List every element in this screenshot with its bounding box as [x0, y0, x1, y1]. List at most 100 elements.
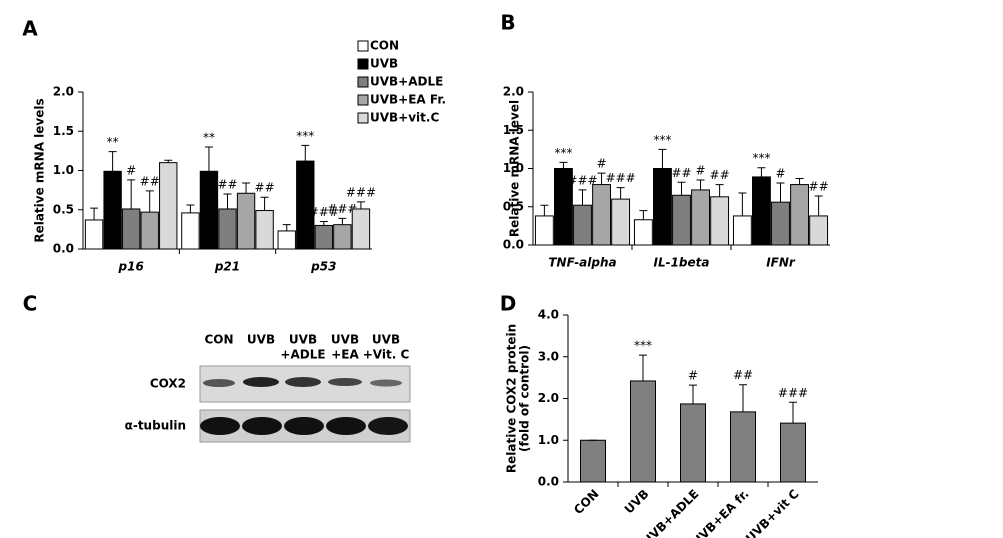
- annotation: **: [107, 135, 119, 149]
- panel-label: B: [500, 11, 515, 35]
- error-bar: [559, 161, 568, 169]
- error-bar: [145, 190, 154, 213]
- error-bar: [597, 172, 606, 185]
- bar: [573, 204, 592, 246]
- y-tick-label: 1.5: [503, 123, 524, 137]
- band: [284, 417, 324, 435]
- bar: [752, 176, 771, 246]
- bar: [633, 219, 653, 246]
- annotation: ###: [778, 386, 808, 400]
- annotation: ***: [752, 151, 770, 165]
- legend-label: UVB+ADLE: [370, 75, 443, 89]
- lane-label: +Vit. C: [363, 348, 410, 362]
- row-label: α-tubulin: [125, 419, 186, 433]
- annotation: ##: [809, 180, 829, 194]
- error-bar: [739, 384, 747, 412]
- x-tick-label: IL-1beta: [653, 256, 709, 270]
- legend-swatch: [357, 76, 369, 88]
- annotation: ###: [327, 202, 357, 216]
- y-tick-label: 0.0: [503, 238, 524, 252]
- y-tick-label: 0.5: [503, 199, 524, 213]
- y-tick-label: 0.0: [538, 475, 559, 489]
- bar: [809, 215, 829, 246]
- y-axis-label: (fold of control): [518, 345, 532, 452]
- error-bar: [242, 182, 251, 194]
- bar: [333, 224, 352, 250]
- lane-label: +ADLE: [280, 348, 325, 362]
- annotation: #: [696, 163, 706, 177]
- x-tick-label: UVB: [622, 487, 652, 517]
- bar: [181, 212, 200, 250]
- error-bar: [127, 179, 136, 209]
- legend-label: UVB+vit.C: [370, 111, 439, 125]
- error-bar: [223, 193, 232, 209]
- band: [285, 377, 321, 387]
- error-bar: [260, 196, 269, 211]
- legend-label: UVB: [370, 57, 398, 71]
- bar: [732, 215, 752, 246]
- annotation: ***: [296, 129, 314, 143]
- error-bar: [639, 210, 648, 220]
- annotation: ###: [309, 205, 339, 219]
- annotation: ##: [140, 174, 160, 188]
- bar: [592, 184, 611, 246]
- annotation: #: [775, 167, 785, 181]
- y-tick-label: 0.5: [53, 202, 74, 216]
- band: [203, 379, 235, 387]
- bar: [691, 189, 710, 246]
- bar: [710, 196, 730, 246]
- panel-label: D: [500, 292, 517, 316]
- x-tick-label: p53: [310, 260, 336, 274]
- bar: [611, 198, 631, 246]
- bar: [199, 170, 219, 250]
- annotation: ##: [710, 168, 730, 182]
- legend-swatch: [357, 40, 369, 52]
- y-tick-label: 1.0: [503, 161, 524, 175]
- blot-image: [199, 365, 411, 443]
- error-bar: [301, 144, 310, 162]
- bar: [140, 211, 159, 250]
- bar: [236, 192, 256, 250]
- y-tick-label: 2.0: [538, 391, 559, 405]
- legend-swatch: [357, 112, 369, 124]
- error-bar: [338, 217, 347, 225]
- bar: [653, 168, 672, 246]
- band: [328, 378, 362, 386]
- bar: [351, 208, 371, 250]
- error-bar: [789, 401, 797, 424]
- y-tick-label: 1.0: [53, 163, 74, 177]
- y-tick-label: 1.5: [53, 124, 74, 138]
- y-tick-label: 0.0: [53, 242, 74, 256]
- annotation: ###: [346, 185, 376, 199]
- annotation: #: [688, 369, 698, 383]
- bar: [103, 170, 122, 250]
- error-bar: [90, 207, 99, 220]
- x-tick-label: p16: [118, 260, 144, 274]
- error-bar: [639, 354, 647, 381]
- y-tick-label: 2.0: [53, 85, 74, 99]
- legend-label: UVB+EA Fr.: [370, 93, 446, 107]
- annotation: ##: [217, 178, 237, 192]
- annotation: ***: [554, 146, 572, 160]
- error-bar: [795, 177, 804, 185]
- band: [370, 379, 402, 387]
- bar: [790, 184, 809, 246]
- band: [200, 417, 240, 435]
- panel-label: C: [23, 292, 38, 316]
- annotation: #: [126, 163, 136, 177]
- lane-label: UVB: [331, 333, 359, 347]
- band: [368, 417, 408, 435]
- annotation: #: [597, 157, 607, 171]
- error-bar: [164, 159, 173, 163]
- error-bar: [356, 201, 365, 209]
- bar: [771, 201, 790, 246]
- x-tick-label: IFNr: [766, 256, 796, 270]
- bar: [730, 411, 756, 483]
- y-tick-label: 4.0: [538, 308, 559, 322]
- row-label: COX2: [150, 377, 186, 391]
- panel-label: A: [22, 17, 38, 41]
- bar: [255, 210, 274, 250]
- x-tick-label: UVB+vit C: [743, 487, 802, 538]
- bar: [630, 380, 656, 483]
